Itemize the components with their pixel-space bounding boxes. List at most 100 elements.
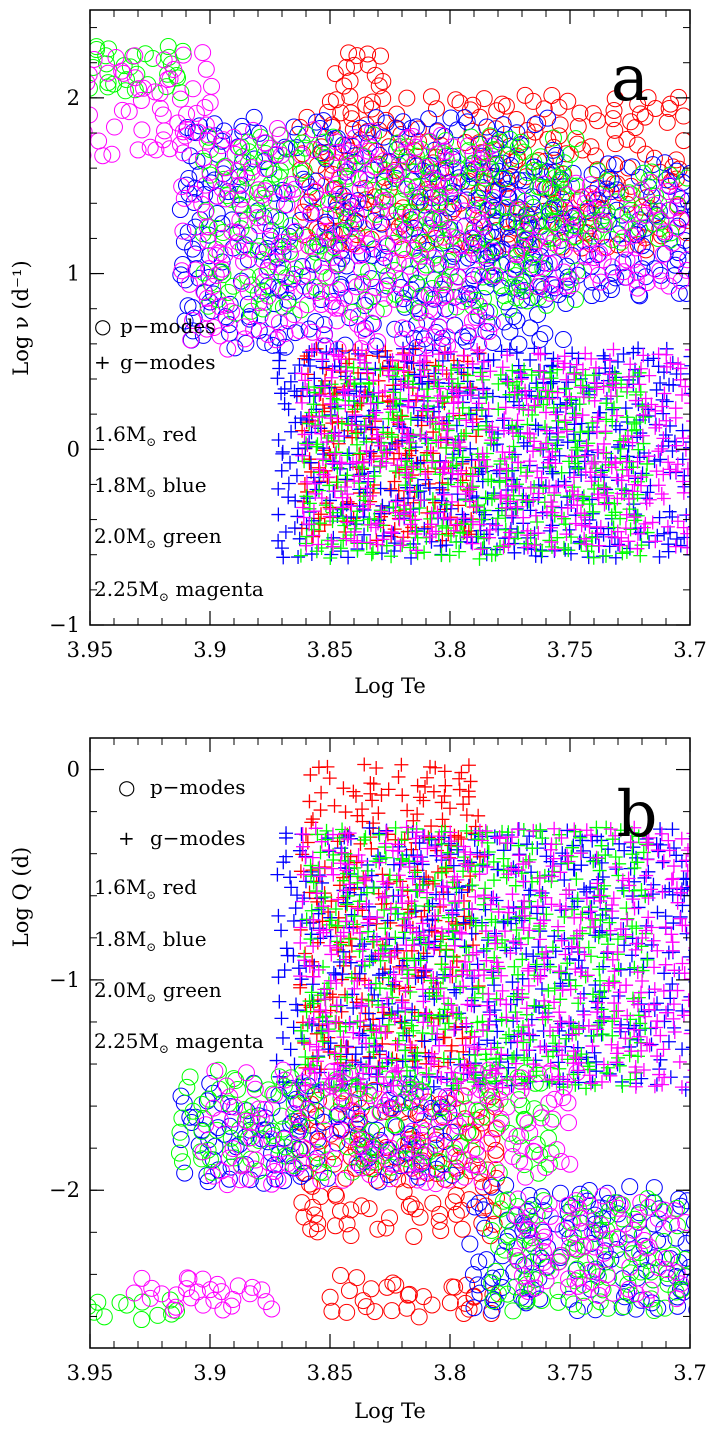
g-mode-point — [551, 425, 566, 440]
g-mode-point — [499, 461, 514, 476]
g-mode-point — [442, 372, 457, 387]
g-mode-point — [361, 471, 376, 486]
g-mode-point — [621, 468, 636, 483]
g-mode-point — [410, 546, 425, 561]
g-mode-point — [596, 379, 611, 394]
p-mode-point — [272, 126, 290, 144]
g-mode-point — [410, 478, 425, 493]
p-mode-point — [359, 142, 377, 160]
p-mode-point — [302, 1220, 320, 1238]
p-mode-point — [170, 1144, 188, 1162]
g-mode-point — [574, 518, 589, 533]
p-mode-point — [460, 142, 478, 160]
g-mode-point — [519, 469, 534, 484]
g-mode-point — [494, 344, 509, 359]
p-mode-point — [455, 293, 473, 311]
g-mode-point — [483, 364, 498, 379]
p-mode-point — [638, 274, 656, 292]
p-mode-point — [525, 158, 543, 176]
g-mode-point — [308, 419, 323, 434]
p-mode-point — [667, 162, 685, 180]
g-mode-point — [612, 538, 627, 553]
g-mode-point — [679, 926, 690, 941]
g-mode-point — [465, 469, 480, 484]
p-mode-point — [512, 213, 530, 231]
p-mode-point — [645, 196, 663, 214]
p-mode-point — [222, 303, 240, 321]
g-mode-point — [499, 943, 514, 958]
g-mode-point — [614, 530, 629, 545]
p-mode-point — [360, 1200, 378, 1218]
p-mode-point — [608, 201, 626, 219]
g-mode-point — [304, 425, 319, 440]
p-mode-point — [259, 1081, 277, 1099]
p-mode-point — [637, 248, 655, 266]
p-mode-point — [136, 45, 154, 63]
g-mode-point — [686, 458, 690, 461]
g-mode-point — [620, 429, 635, 444]
p-mode-point — [619, 1225, 637, 1243]
g-mode-point — [445, 466, 460, 481]
p-mode-point — [555, 154, 573, 172]
g-mode-point — [284, 424, 299, 439]
p-mode-point — [276, 325, 294, 343]
g-mode-point — [574, 858, 589, 873]
g-mode-point — [371, 968, 386, 983]
g-mode-point — [679, 872, 690, 887]
p-mode-point — [405, 219, 423, 237]
g-mode-point — [354, 343, 369, 358]
g-mode-point — [599, 446, 614, 461]
g-mode-point — [686, 420, 690, 422]
g-mode-point — [450, 479, 465, 494]
g-mode-point — [564, 449, 579, 464]
g-mode-point — [645, 515, 660, 530]
g-mode-point — [381, 363, 396, 378]
g-mode-point — [538, 436, 553, 451]
p-mode-point — [512, 133, 530, 151]
g-mode-point — [301, 379, 316, 394]
g-mode-point — [352, 486, 367, 501]
g-mode-point — [331, 429, 346, 444]
g-mode-point — [401, 470, 416, 485]
g-mode-point — [511, 400, 526, 415]
g-mode-point — [359, 443, 374, 458]
g-mode-point — [279, 941, 294, 956]
p-mode-point — [209, 290, 227, 308]
p-mode-point — [275, 1172, 293, 1190]
g-mode-point — [609, 408, 624, 423]
p-mode-point — [90, 38, 105, 56]
p-mode-point — [371, 201, 389, 219]
p-mode-point — [629, 95, 647, 113]
g-mode-point — [606, 342, 621, 357]
p-mode-point — [546, 151, 564, 169]
p-mode-point — [338, 1303, 356, 1321]
p-mode-point — [285, 118, 303, 136]
g-mode-point — [661, 537, 676, 552]
g-mode-point — [366, 545, 381, 560]
p-mode-point — [655, 1232, 673, 1250]
p-mode-point — [579, 188, 597, 206]
p-mode-point — [317, 176, 335, 194]
g-mode-point — [461, 878, 476, 893]
g-mode-point — [640, 456, 655, 471]
g-mode-point — [296, 494, 311, 509]
g-mode-point — [631, 397, 646, 412]
p-mode-point — [550, 98, 568, 116]
g-mode-point — [560, 823, 575, 838]
p-mode-point — [307, 113, 325, 131]
p-mode-point — [239, 283, 257, 301]
g-mode-point — [358, 419, 373, 434]
g-mode-point — [495, 413, 510, 428]
p-mode-point — [305, 233, 323, 251]
p-mode-point — [326, 1217, 344, 1235]
p-mode-point — [604, 110, 622, 128]
p-mode-point — [221, 1117, 239, 1135]
g-mode-point — [437, 461, 452, 476]
p-mode-point — [456, 109, 474, 127]
p-mode-point — [598, 203, 616, 221]
g-mode-point — [597, 497, 612, 512]
g-mode-point — [636, 348, 651, 363]
g-mode-point — [507, 385, 522, 400]
p-mode-point — [405, 1227, 423, 1245]
g-mode-point — [350, 1014, 365, 1029]
